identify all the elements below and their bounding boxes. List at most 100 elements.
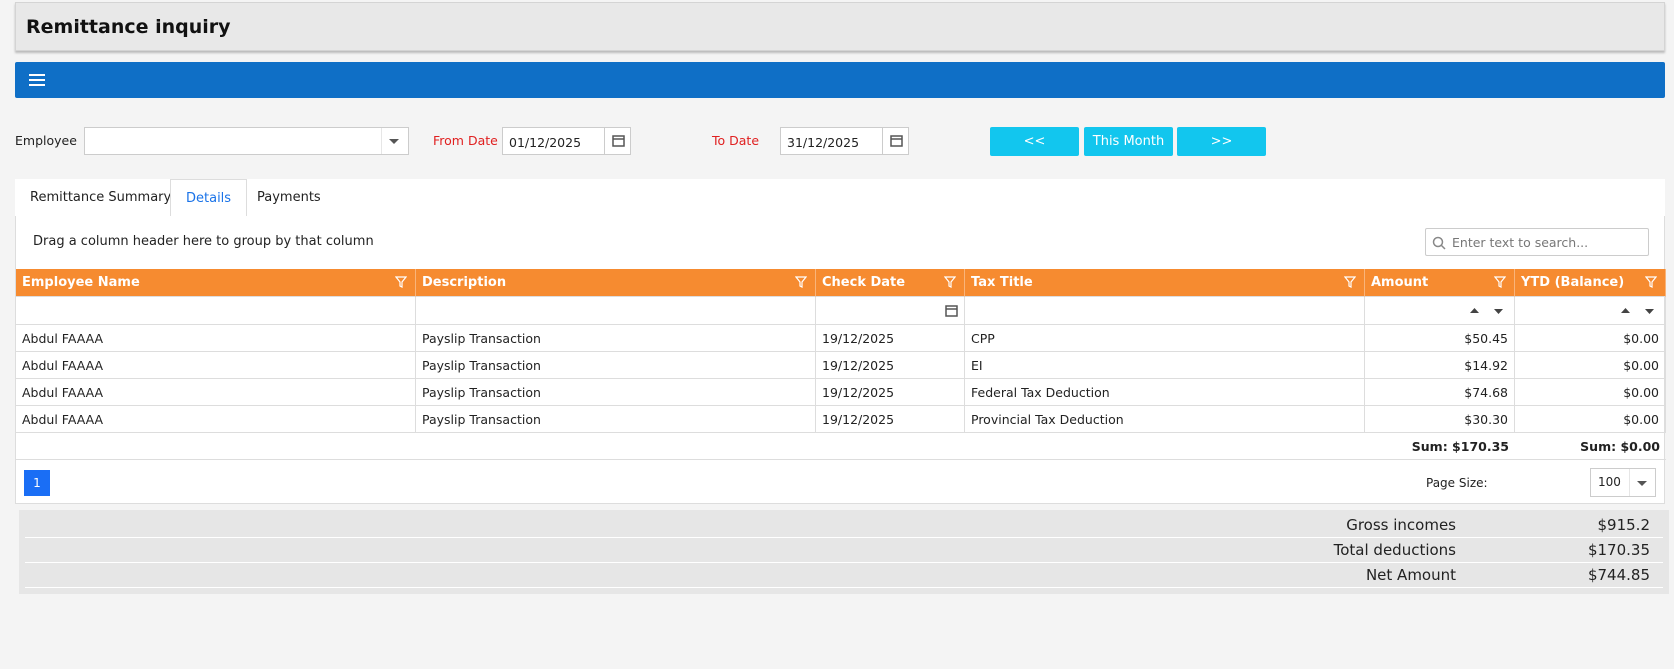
grid-cell: Payslip Transaction	[416, 325, 816, 352]
grid-cell: Payslip Transaction	[416, 379, 816, 406]
employee-select[interactable]	[84, 127, 409, 155]
grid-cell: Abdul FAAAA	[16, 379, 416, 406]
filter-cell[interactable]	[965, 297, 1365, 325]
column-title: Employee Name	[22, 275, 140, 290]
to-date-label: To Date	[712, 133, 760, 148]
filter-icon[interactable]	[1343, 276, 1357, 288]
grid-panel: Drag a column header here to group by th…	[15, 216, 1666, 504]
summary-row	[16, 433, 1666, 460]
grid-cell: 19/12/2025	[816, 352, 965, 379]
column-header[interactable]: Amount	[1365, 269, 1515, 297]
total-value: $915.2	[1597, 516, 1651, 534]
filter-icon[interactable]	[1493, 276, 1507, 288]
from-date-input[interactable]: 01/12/2025	[502, 127, 631, 155]
grid-cell: $50.45	[1365, 325, 1515, 352]
tab[interactable]: Details	[170, 179, 248, 217]
total-label: Gross incomes	[1346, 516, 1456, 534]
filter-icon[interactable]	[943, 276, 957, 288]
filter-cell[interactable]	[1515, 297, 1666, 325]
column-title: YTD (Balance)	[1521, 275, 1625, 290]
grid-cell: 19/12/2025	[816, 406, 965, 433]
grid-cell: 19/12/2025	[816, 379, 965, 406]
filter-icon[interactable]	[1644, 276, 1658, 288]
calendar-button[interactable]	[882, 127, 909, 155]
summary-cell: Sum: $0.00	[1580, 439, 1660, 454]
header: Remittance inquiry	[15, 2, 1665, 51]
filter-icon[interactable]	[794, 276, 808, 288]
page-size: 100	[1598, 475, 1621, 489]
page-size-select[interactable]: 100	[1590, 468, 1656, 497]
column-title: Tax Title	[971, 275, 1033, 290]
grid-cell: $14.92	[1365, 352, 1515, 379]
grid-cell: Payslip Transaction	[416, 406, 816, 433]
calendar-icon	[612, 135, 625, 147]
grid-cell: $30.30	[1365, 406, 1515, 433]
dropdown-icon	[381, 128, 399, 154]
filter-button[interactable]	[1493, 276, 1507, 288]
nav-button[interactable]: >>	[1177, 127, 1266, 156]
grid-cell: CPP	[965, 325, 1365, 352]
filter-button[interactable]	[943, 276, 957, 288]
calendar-icon	[890, 135, 903, 147]
filter-button[interactable]	[1644, 276, 1658, 288]
nav-button[interactable]: This Month	[1084, 127, 1173, 156]
summary-cell: Sum: $170.35	[1411, 439, 1509, 454]
grid-cell: Federal Tax Deduction	[965, 379, 1365, 406]
nav-button[interactable]: <<	[990, 127, 1079, 156]
filter-cell[interactable]	[416, 297, 816, 325]
total-row: Gross incomes $915.2	[25, 513, 1663, 538]
search-box[interactable]: Enter text to search...	[1425, 228, 1649, 256]
grid-cell: $0.00	[1515, 379, 1666, 406]
grid-cell: Abdul FAAAA	[16, 325, 416, 352]
to-date-input[interactable]: 31/12/2025	[780, 127, 909, 155]
spin-icon	[1621, 308, 1654, 314]
total-label: Net Amount	[1365, 566, 1456, 584]
total-row: Net Amount $744.85	[25, 563, 1663, 588]
search-icon	[1432, 236, 1446, 250]
column-header[interactable]: Check Date	[816, 269, 965, 297]
tab-bar: Remittance Summary Details Payments	[15, 179, 1665, 217]
total-value: $744.85	[1587, 566, 1650, 584]
calendar-button[interactable]	[604, 127, 631, 155]
filter-cell[interactable]	[1365, 297, 1515, 325]
filter-button[interactable]	[1343, 276, 1357, 288]
grid-cell: $0.00	[1515, 352, 1666, 379]
tab[interactable]: Remittance Summary	[30, 190, 172, 205]
column-header[interactable]: Employee Name	[16, 269, 416, 297]
column-title: Check Date	[822, 275, 906, 290]
filter-cell[interactable]	[816, 297, 965, 325]
grid-cell: Abdul FAAAA	[16, 352, 416, 379]
totals: Gross incomes $915.2 Total deductions $170.…	[19, 510, 1669, 594]
column-header[interactable]: YTD (Balance)	[1515, 269, 1666, 297]
grid-cell: Provincial Tax Deduction	[965, 406, 1365, 433]
grid-cell: Payslip Transaction	[416, 352, 816, 379]
total-row: Total deductions $170.35	[25, 538, 1663, 563]
to-date: 31/12/2025	[787, 135, 860, 150]
filter-cell[interactable]	[16, 297, 416, 325]
total-label: Total deductions	[1333, 541, 1456, 559]
filter-button[interactable]	[794, 276, 808, 288]
search-placeholder: Enter text to search...	[1452, 235, 1589, 250]
grid-cell: $0.00	[1515, 325, 1666, 352]
filter-button[interactable]	[394, 276, 408, 288]
menu-icon[interactable]	[29, 73, 45, 87]
page-size-label: Page Size:	[1426, 476, 1488, 490]
grid-cell: 19/12/2025	[816, 325, 965, 352]
from-date-label: From Date	[433, 133, 498, 148]
page-title: Remittance inquiry	[26, 16, 231, 38]
grid-cell: EI	[965, 352, 1365, 379]
column-header[interactable]: Description	[416, 269, 816, 297]
column-title: Amount	[1371, 275, 1429, 290]
spin-icon	[1470, 308, 1503, 314]
grid-cell: $74.68	[1365, 379, 1515, 406]
filter-icon[interactable]	[394, 276, 408, 288]
calendar-icon	[945, 305, 958, 317]
column-header[interactable]: Tax Title	[965, 269, 1365, 297]
toolbar	[15, 62, 1665, 98]
total-value: $170.35	[1587, 541, 1650, 559]
group-hint: Drag a column header here to group by th…	[33, 234, 374, 249]
tab[interactable]: Payments	[257, 190, 321, 205]
page-button[interactable]: 1	[24, 470, 50, 496]
from-date: 01/12/2025	[509, 135, 582, 150]
